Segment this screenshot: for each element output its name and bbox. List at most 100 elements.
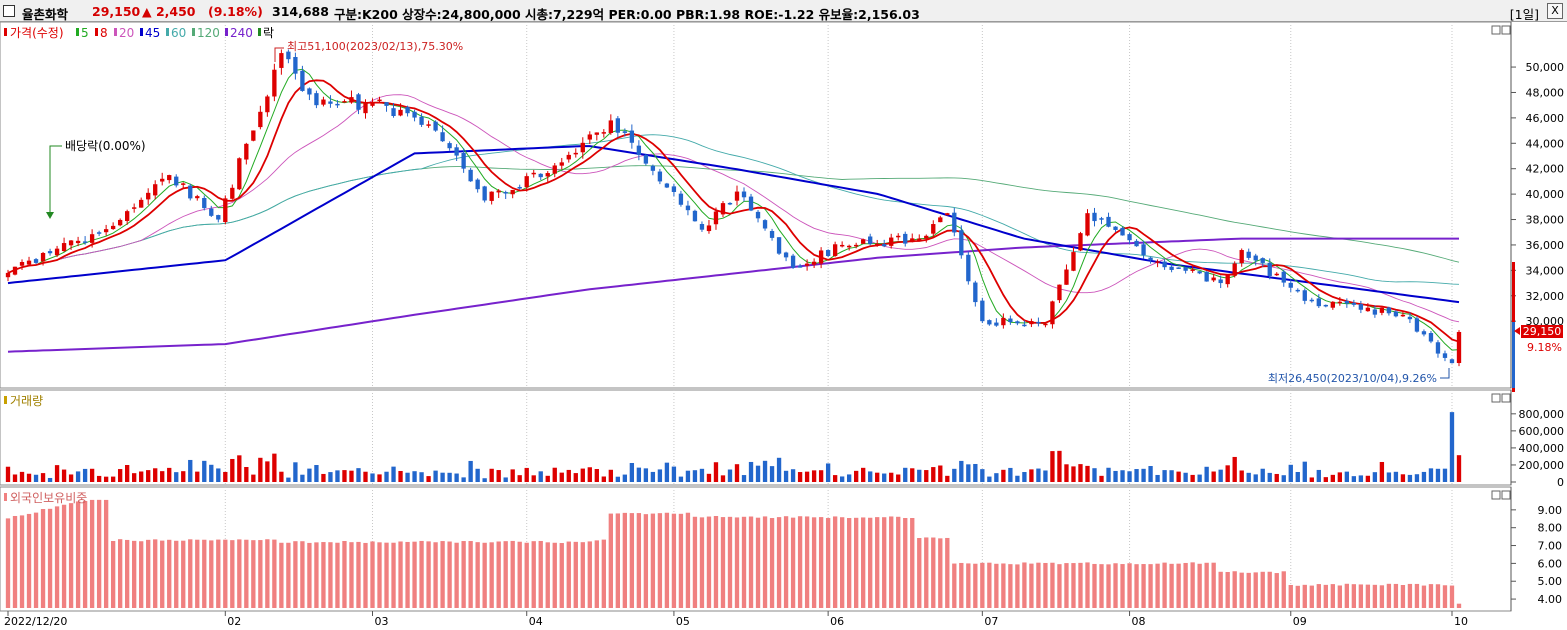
foreign-ratio-bar [1393,583,1399,608]
volume-bar [1281,475,1286,482]
candle [910,238,915,243]
x-tick-label: 04 [529,615,543,628]
foreign-ratio-bar [19,515,25,608]
foreign-ratio-bar [1092,563,1097,608]
foreign-title-swatch [4,493,7,501]
volume-bar [139,471,144,482]
candle [96,232,102,234]
volume-bar [1386,472,1392,482]
foreign-ratio-bar [230,540,235,608]
candle [321,99,326,105]
volume-bar [945,475,950,482]
foreign-ratio-bar [82,500,88,608]
foreign-panel-close-icon[interactable] [1501,490,1511,500]
volume-bar [419,472,424,482]
foreign-ratio-bar [643,514,649,608]
candle [1351,302,1357,305]
volume-bar [5,466,11,482]
candle [622,131,628,133]
volume-bar [1442,468,1448,482]
price-panel-close-icon[interactable] [1501,25,1511,35]
foreign-ratio-bar [96,499,102,608]
candle [854,244,859,247]
foreign-ratio-bar [868,517,873,608]
candle [720,203,726,215]
foreign-tick-label: 5.00 [1538,575,1563,588]
legend-ma-20: 20 [119,26,134,40]
volume-bar [832,475,838,482]
stock-checkbox[interactable] [3,5,15,17]
current-price-tag: 29,150 [1523,325,1562,338]
foreign-ratio-bar [75,501,81,608]
candle [237,158,242,190]
foreign-panel-restore-icon[interactable] [1491,490,1501,500]
volume-bar [882,473,887,482]
volume-bar [861,467,866,482]
volume-bar [1071,466,1076,482]
legend-ma-5: 5 [81,26,89,40]
x-tick-label: 10 [1454,615,1468,628]
foreign-ratio-bar [1274,573,1279,608]
dividend-annotation: 배당락(0.00%) [46,139,146,219]
legend-ma-swatch [140,28,143,36]
foreign-ratio-bar [503,541,508,608]
candle [987,320,992,325]
foreign-ratio-bar [1015,564,1020,608]
foreign-ratio-bar [839,517,845,608]
volume-bar [110,476,116,482]
foreign-tick-label: 9.00 [1538,504,1563,517]
volume-bar [1435,468,1441,482]
candle [959,230,964,256]
dividend-label: 배당락(0.00%) [65,139,146,153]
volume-bar [335,470,340,482]
volume-tick-label: 400,000 [1519,442,1565,455]
trade-volume: 314,688 [272,4,329,19]
close-icon[interactable]: X [1547,3,1563,19]
candle [82,241,88,243]
x-tick-label: 02 [227,615,241,628]
legend-ma-240: 240 [230,26,253,40]
price-tick-label: 48,000 [1526,86,1565,99]
price-change: ▲ 2,450 [142,4,196,19]
volume-bar [910,468,915,482]
candle [566,154,571,160]
candle [153,184,158,196]
price-panel-restore-icon[interactable] [1491,25,1501,35]
volume-bar [1253,474,1258,482]
ma-20-line [7,94,1460,323]
candle [89,234,95,243]
foreign-ratio-bar [1078,562,1083,608]
volume-bar [854,470,859,482]
candle [181,183,186,185]
candle [1260,258,1265,263]
foreign-ratio-bar [1008,564,1013,608]
candle [328,101,333,104]
candle [1323,304,1328,307]
candle [68,240,74,246]
candle [699,223,705,230]
volume-panel-restore-icon[interactable] [1491,393,1501,403]
foreign-ratio-bar [1225,572,1230,608]
foreign-ratio-bar [734,517,740,608]
period-label[interactable]: [1일] [1509,7,1539,22]
candle [433,121,438,131]
volume-bar [89,468,95,482]
volume-panel-close-icon[interactable] [1501,393,1511,403]
foreign-ratio-bar [636,513,642,608]
foreign-ratio-bar [1183,562,1188,608]
candle [1127,234,1132,241]
foreign-ratio-bar [1288,584,1293,608]
foreign-ratio-bar [398,541,403,608]
price-tick-label: 44,000 [1526,137,1565,150]
candle [356,94,361,110]
foreign-ratio-bar [1036,562,1041,608]
legend-price-swatch [4,28,7,36]
volume-bar [1015,475,1020,482]
candle [307,88,312,95]
foreign-ratio-bar [931,537,936,608]
volume-bar [868,471,873,482]
volume-bar [825,463,831,482]
volume-bar [433,470,438,482]
foreign-ratio-bar [882,517,887,608]
candle [510,189,515,195]
